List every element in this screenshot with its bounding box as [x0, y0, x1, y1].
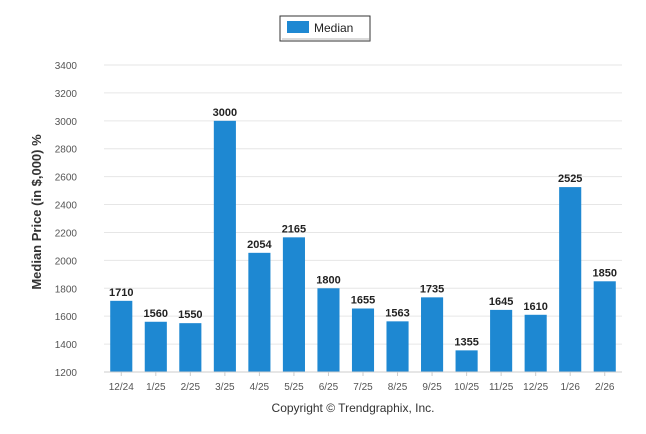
- x-tick-label: 5/25: [284, 382, 304, 393]
- y-tick-label: 1400: [55, 340, 78, 351]
- y-tick-label: 2200: [55, 228, 78, 239]
- bar-data-label: 2525: [558, 173, 582, 185]
- y-axis-label: Median Price (in $,000) %: [29, 134, 44, 290]
- bar[interactable]: [213, 120, 236, 373]
- bar[interactable]: [179, 323, 202, 372]
- x-tick-label: 1/25: [146, 382, 166, 393]
- x-tick-label: 7/25: [353, 382, 373, 393]
- bar[interactable]: [351, 308, 375, 372]
- x-tick-label: 4/25: [250, 382, 270, 393]
- x-tick-label: 12/24: [109, 382, 134, 393]
- bar[interactable]: [386, 321, 409, 372]
- bar[interactable]: [317, 288, 340, 372]
- y-tick-label: 1800: [55, 284, 78, 295]
- y-tick-label: 2000: [55, 256, 78, 267]
- bar-data-label: 1645: [489, 296, 513, 308]
- bar-data-label: 1850: [592, 267, 616, 279]
- y-tick-label: 1600: [55, 312, 78, 323]
- x-tick-label: 12/25: [523, 382, 548, 393]
- legend-shadow: [282, 38, 370, 41]
- bar[interactable]: [421, 297, 444, 372]
- bar[interactable]: [524, 314, 547, 372]
- x-tick-label: 9/25: [422, 382, 442, 393]
- y-tick-label: 3400: [55, 61, 78, 72]
- x-tick-label: 10/25: [454, 382, 479, 393]
- x-tick-label: 11/25: [489, 382, 514, 393]
- bar-data-label: 1355: [454, 336, 478, 348]
- y-tick-label: 2800: [55, 145, 78, 156]
- bar-data-label: 1610: [523, 301, 547, 313]
- y-tick-label: 3000: [55, 117, 78, 128]
- y-axis-ticks: 1200 1400 1600 1800 2000 2200 2400 2600 2800 3000…: [55, 61, 78, 379]
- grid-lines: [104, 64, 622, 345]
- bar-data-label: 1800: [316, 274, 340, 286]
- x-axis-ticks: 12/24 1/25 2/25 3/25 4/25 5/25 6/25 7/25 8/25 9/2…: [109, 372, 615, 393]
- bar[interactable]: [455, 350, 478, 372]
- bar[interactable]: [110, 300, 133, 372]
- bars: 1710 1560 1550 3000 2054 2165 1800 1655 1563 1735…: [109, 107, 617, 373]
- x-tick-label: 1/26: [560, 382, 580, 393]
- x-tick-label: 2/25: [181, 382, 201, 393]
- bar[interactable]: [490, 309, 513, 372]
- copyright-text: Copyright © Trendgraphix, Inc.: [272, 401, 435, 415]
- y-tick-label: 1200: [55, 368, 78, 379]
- bar-data-label: 1560: [144, 308, 168, 320]
- bar-data-label: 1550: [178, 309, 202, 321]
- bar-data-label: 1563: [385, 307, 409, 319]
- bar[interactable]: [282, 237, 305, 372]
- bar[interactable]: [593, 281, 616, 372]
- bar-data-label: 1735: [420, 283, 444, 295]
- legend-series-name: Median: [314, 21, 353, 35]
- x-tick-label: 6/25: [319, 382, 339, 393]
- bar-data-label: 2165: [282, 223, 306, 235]
- bar-data-label: 1710: [109, 287, 133, 299]
- x-tick-label: 2/26: [595, 382, 615, 393]
- y-tick-label: 3200: [55, 89, 78, 100]
- bar[interactable]: [248, 252, 271, 372]
- bar-data-label: 3000: [213, 107, 237, 119]
- y-tick-label: 2600: [55, 173, 78, 184]
- bar-data-label: 1655: [351, 295, 375, 307]
- bar[interactable]: [144, 321, 167, 372]
- legend[interactable]: Median: [279, 15, 371, 42]
- bar-data-label: 2054: [247, 239, 272, 251]
- legend-swatch: [287, 21, 309, 33]
- y-tick-label: 2400: [55, 201, 78, 212]
- bar[interactable]: [559, 187, 582, 372]
- x-tick-label: 3/25: [215, 382, 235, 393]
- x-tick-label: 8/25: [388, 382, 408, 393]
